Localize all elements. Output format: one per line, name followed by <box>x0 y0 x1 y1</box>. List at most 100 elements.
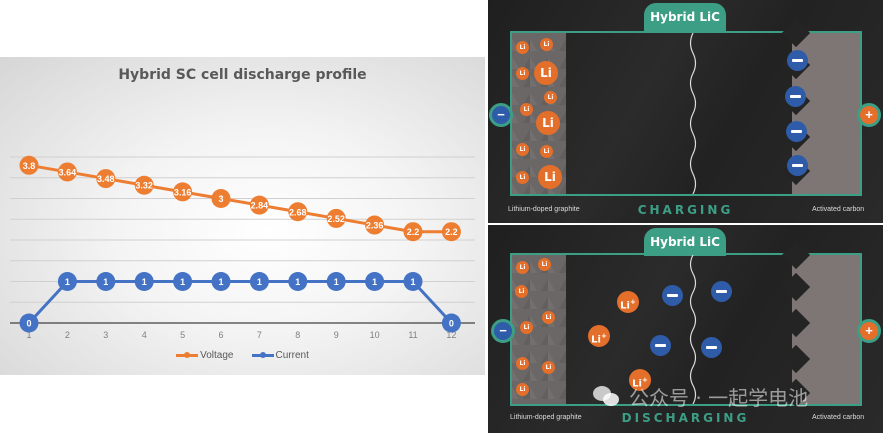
carbon-pore <box>781 240 811 270</box>
svg-text:1: 1 <box>26 330 31 340</box>
anion-icon <box>662 285 683 306</box>
carbon-pore <box>781 18 811 48</box>
svg-text:7: 7 <box>257 330 262 340</box>
legend-current: Current <box>251 350 309 361</box>
svg-text:2.36: 2.36 <box>366 221 384 231</box>
lithium-atom-icon: Li <box>544 91 557 104</box>
legend-current-label: Current <box>275 350 309 361</box>
anion-icon <box>787 155 808 176</box>
lithium-ion-icon: Li+ <box>617 291 639 313</box>
legend-voltage-label: Voltage <box>200 350 234 361</box>
svg-text:1: 1 <box>103 277 108 287</box>
svg-text:9: 9 <box>334 330 339 340</box>
left-electrode-caption: Lithium-doped graphite <box>508 206 580 213</box>
lithium-atom-icon: Li <box>516 67 529 80</box>
anion-icon <box>787 50 808 71</box>
chart-legend: Voltage Current <box>0 350 485 361</box>
lithium-atom-icon: Li <box>540 38 553 51</box>
svg-text:3.48: 3.48 <box>97 174 115 184</box>
right-electrode-caption: Activated carbon <box>812 206 865 213</box>
chart-plot-area: 1 2 3 4 5 6 7 8 9 10 11 123.83.643.483.323.1632.842… <box>10 155 475 340</box>
svg-text:5: 5 <box>180 330 185 340</box>
right-electrode-caption: Activated carbon <box>812 414 865 421</box>
svg-text:3.16: 3.16 <box>174 187 192 197</box>
separator-membrane <box>689 255 697 404</box>
svg-text:3.32: 3.32 <box>135 181 153 191</box>
svg-text:1: 1 <box>295 277 300 287</box>
lic-charging-diagram: Hybrid LiC Li Li Li Li Li Li Li Li Li Li… <box>488 0 883 223</box>
diagram-title: Hybrid LiC <box>644 228 726 256</box>
lithium-ion-icon: Li+ <box>588 325 610 347</box>
carbon-pore <box>781 272 811 302</box>
anion-icon <box>786 121 807 142</box>
mode-label: CHARGING <box>637 203 734 217</box>
anion-icon <box>711 281 732 302</box>
svg-text:3.8: 3.8 <box>23 161 36 171</box>
lithium-atom-icon: Li <box>538 258 551 271</box>
negative-terminal-icon: − <box>489 103 513 127</box>
cell-frame: Li Li Li Li Li Li Li Li Li+ Li+ Li+ <box>510 240 862 408</box>
activated-carbon-electrode <box>781 240 860 408</box>
svg-text:1: 1 <box>410 277 415 287</box>
lic-discharging-diagram: Hybrid LiC Li Li Li Li Li Li Li Li Li+ L… <box>488 225 883 433</box>
svg-text:2.2: 2.2 <box>407 227 420 237</box>
svg-text:10: 10 <box>370 330 380 340</box>
svg-text:1: 1 <box>180 277 185 287</box>
svg-text:1: 1 <box>372 277 377 287</box>
lithium-atom-icon: Li <box>516 171 529 184</box>
svg-text:4: 4 <box>142 330 147 340</box>
lithium-atom-icon: Li <box>520 321 533 334</box>
positive-terminal-icon: + <box>857 319 881 343</box>
chart-title: Hybrid SC cell discharge profile <box>118 67 367 83</box>
separator-membrane <box>689 33 697 194</box>
lithium-atom-icon: Li <box>534 61 558 85</box>
lithium-ion-icon: Li+ <box>629 369 651 391</box>
lithium-atom-icon: Li <box>520 103 533 116</box>
legend-voltage: Voltage <box>176 350 234 361</box>
lithium-atom-icon: Li <box>516 41 529 54</box>
lithium-atom-icon: Li <box>542 361 555 374</box>
ion-charge: + <box>641 376 648 384</box>
svg-text:11: 11 <box>408 330 417 340</box>
ion-label: Li <box>620 300 630 312</box>
graphite-electrode: Li Li Li Li Li Li Li Li Li Li Li <box>512 33 566 194</box>
wechat-icon <box>593 385 623 408</box>
svg-text:8: 8 <box>295 330 300 340</box>
svg-text:1: 1 <box>257 277 262 287</box>
lithium-atom-icon: Li <box>538 165 562 189</box>
anion-icon <box>701 337 722 358</box>
svg-text:3: 3 <box>103 330 108 340</box>
lithium-atom-icon: Li <box>516 357 529 370</box>
negative-terminal-icon: − <box>491 319 515 343</box>
lithium-atom-icon: Li <box>515 285 528 298</box>
svg-text:2.84: 2.84 <box>251 201 269 211</box>
cell-frame: Li Li Li Li Li Li Li Li Li Li Li <box>510 18 862 196</box>
ion-charge: + <box>600 332 607 340</box>
svg-text:0: 0 <box>26 319 31 329</box>
svg-text:3.64: 3.64 <box>59 167 77 177</box>
svg-text:2.68: 2.68 <box>289 207 307 217</box>
carbon-pore <box>781 344 811 374</box>
svg-text:12: 12 <box>446 330 456 340</box>
lithium-atom-icon: Li <box>540 145 553 158</box>
svg-text:1: 1 <box>218 277 223 287</box>
mode-label: DISCHARGING <box>621 411 750 425</box>
lithium-atom-icon: Li <box>516 383 529 396</box>
ion-label: Li <box>632 378 642 390</box>
positive-terminal-icon: + <box>857 103 881 127</box>
legend-current-marker-icon <box>251 352 274 358</box>
anion-icon <box>650 335 671 356</box>
lithium-atom-icon: Li <box>516 143 529 156</box>
carbon-pore <box>781 308 811 338</box>
ion-label: Li <box>591 334 601 346</box>
legend-voltage-marker-icon <box>176 352 199 358</box>
graphite-electrode: Li Li Li Li Li Li Li Li <box>512 255 566 404</box>
anion-icon <box>785 86 806 107</box>
discharge-profile-chart: 1 2 3 4 5 6 7 8 9 10 11 12 3.8 3.64 3.48 3.32 3.16 3 2.84 2… <box>0 57 485 375</box>
watermark-text: 公众号 · 一起学电池 <box>629 386 809 410</box>
watermark: 公众号 · 一起学电池 <box>593 382 808 411</box>
diagram-title: Hybrid LiC <box>644 3 726 31</box>
left-electrode-caption: Lithium-doped graphite <box>510 414 582 421</box>
svg-text:2.52: 2.52 <box>327 214 345 224</box>
ion-charge: + <box>629 298 636 306</box>
